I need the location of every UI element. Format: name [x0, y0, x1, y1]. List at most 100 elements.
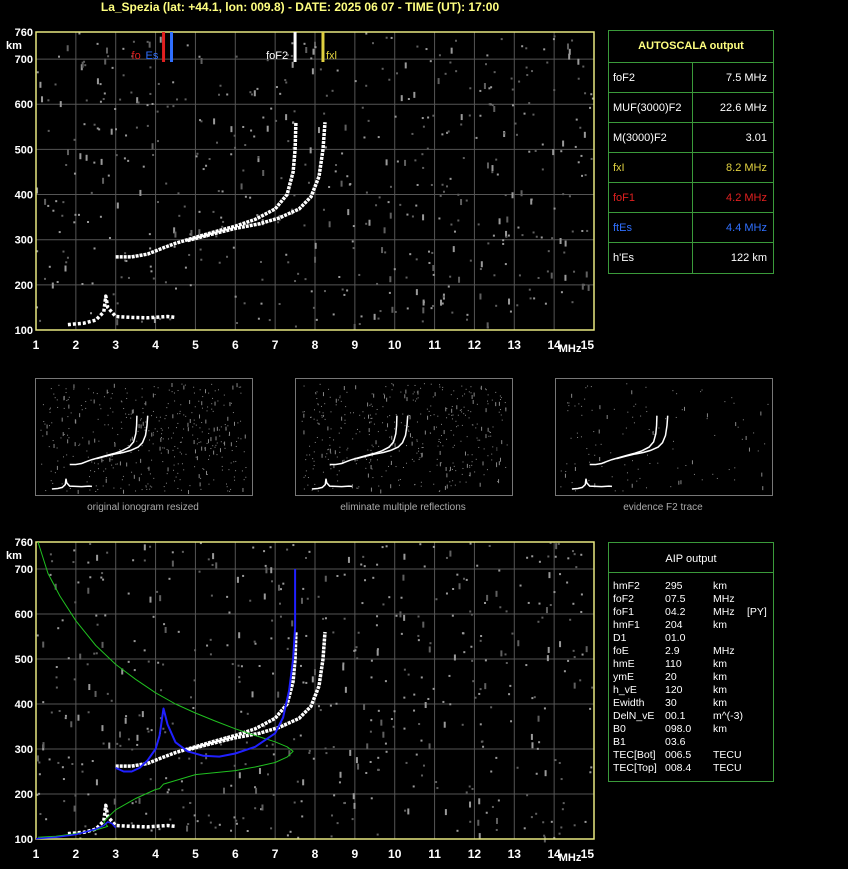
thumb-noise	[201, 407, 203, 409]
aip-key: ymE	[613, 671, 634, 683]
aip-value: 01.0	[665, 632, 686, 644]
thumb-noise	[223, 394, 225, 396]
thumb-noise	[142, 421, 144, 426]
autoscala-key: ftEs	[613, 222, 632, 234]
thumb-noise	[317, 404, 319, 406]
thumb-noise	[463, 406, 465, 408]
thumb-noise	[706, 413, 708, 418]
thumb-noise	[395, 466, 397, 468]
thumb-noise	[672, 390, 674, 392]
thumb-noise	[601, 466, 603, 468]
thumb-noise	[451, 468, 453, 470]
thumb-noise	[479, 439, 481, 441]
thumb-noise	[745, 435, 747, 440]
thumb-noise	[714, 434, 716, 436]
thumb-noise	[107, 392, 109, 394]
thumb-noise	[417, 390, 419, 395]
thumb-noise	[127, 445, 129, 447]
thumb-noise	[701, 479, 703, 481]
thumb-noise	[675, 416, 677, 418]
thumb-noise	[760, 411, 762, 416]
thumb-noise	[453, 390, 455, 392]
thumb-noise	[162, 461, 164, 463]
thumb-noise	[475, 427, 477, 429]
thumb-noise	[464, 414, 466, 416]
autoscala-value: 122 km	[730, 252, 767, 264]
thumb-noise	[356, 459, 358, 461]
thumb-noise	[69, 488, 71, 490]
thumb-noise	[472, 424, 474, 426]
x-tick-label: 13	[508, 338, 522, 352]
thumb-noise	[614, 490, 616, 492]
thumb-noise	[206, 473, 208, 475]
thumb-noise	[435, 426, 437, 428]
thumb-noise	[404, 425, 406, 427]
thumb-noise	[141, 388, 143, 390]
thumb-noise	[363, 417, 365, 419]
thumb-noise	[243, 451, 245, 453]
thumb-noise	[214, 390, 216, 392]
thumb-noise	[216, 454, 218, 456]
thumb-noise	[193, 440, 195, 445]
thumb-noise	[172, 449, 174, 451]
thumb-noise	[343, 459, 345, 461]
thumb-noise	[177, 413, 179, 415]
thumb-noise	[111, 393, 113, 395]
thumb-noise	[706, 418, 708, 420]
aip-unit: km	[713, 671, 727, 683]
thumb-noise	[163, 447, 165, 449]
thumb-noise	[314, 441, 316, 443]
thumb-noise	[316, 419, 318, 421]
thumb-noise	[149, 485, 151, 487]
aip-value: 120	[665, 684, 683, 696]
x-tick-label: 4	[152, 847, 159, 861]
thumb-noise	[100, 408, 102, 410]
thumb-noise	[46, 424, 48, 429]
thumb-noise	[74, 442, 76, 447]
thumb-noise	[487, 394, 489, 396]
plot-frame	[35, 31, 595, 331]
thumb-noise	[167, 403, 169, 405]
y-tick-label: 200	[15, 280, 33, 292]
thumb-noise	[585, 387, 587, 389]
ionogram-title: La_Spezia (lat: +44.1, lon: 009.8) - DAT…	[100, 0, 500, 14]
thumb-noise	[183, 469, 185, 471]
thumb-noise	[381, 476, 383, 478]
thumb-noise	[395, 414, 397, 416]
thumb-noise	[430, 415, 432, 417]
thumb-noise	[606, 415, 608, 420]
thumb-noise	[345, 406, 347, 408]
thumb-noise	[126, 397, 128, 399]
x-tick-label: 11	[428, 338, 441, 352]
trace-f2-x	[187, 122, 327, 243]
thumb-noise	[371, 468, 373, 470]
thumb-noise	[416, 440, 418, 442]
thumb-noise	[152, 432, 154, 434]
y-tick-label: 400	[15, 699, 33, 711]
thumb-noise	[173, 464, 175, 466]
marker-label-fxl: fxl	[326, 50, 337, 62]
thumb-noise	[147, 483, 149, 485]
thumb-noise	[371, 444, 373, 446]
thumb-noise	[344, 414, 346, 416]
thumb-noise	[171, 437, 173, 439]
thumb-noise	[338, 432, 340, 434]
thumb-noise	[103, 396, 105, 398]
thumb-noise	[368, 428, 370, 433]
thumb-noise	[208, 432, 210, 434]
thumb-noise	[716, 477, 718, 479]
thumb-noise	[140, 473, 142, 475]
thumb-noise	[244, 434, 246, 439]
thumb-noise	[487, 400, 489, 402]
thumb-noise	[456, 405, 458, 410]
thumb-noise	[121, 479, 123, 481]
thumb-noise	[385, 429, 387, 431]
thumb-noise	[480, 385, 482, 390]
thumb-noise	[418, 447, 420, 449]
thumb-noise	[419, 457, 421, 459]
thumb-noise	[347, 447, 349, 449]
thumb-noise	[445, 466, 447, 471]
thumb-noise	[332, 487, 334, 489]
trace-f2-o	[115, 122, 298, 259]
thumb-noise	[370, 403, 372, 405]
